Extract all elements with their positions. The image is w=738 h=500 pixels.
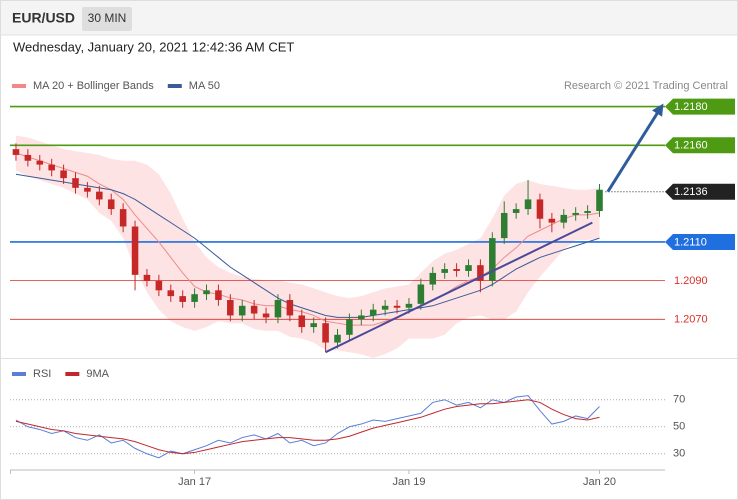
candle-body bbox=[60, 170, 67, 179]
candle-body bbox=[215, 290, 222, 300]
candle-body bbox=[143, 274, 151, 281]
legend-swatch bbox=[12, 84, 26, 88]
candle-body bbox=[441, 269, 448, 273]
candle-body bbox=[393, 305, 401, 308]
candle-body bbox=[131, 226, 139, 275]
candle-body bbox=[274, 299, 282, 318]
ma-line bbox=[15, 173, 600, 318]
candle-body bbox=[286, 299, 294, 316]
candle-body bbox=[465, 265, 472, 271]
candle-body bbox=[536, 199, 544, 219]
candle-body bbox=[560, 214, 568, 223]
candle-body bbox=[48, 164, 55, 171]
candle-body bbox=[524, 199, 532, 210]
candle-body bbox=[500, 212, 508, 239]
candle-body bbox=[203, 290, 210, 295]
candle-body bbox=[310, 323, 317, 328]
legend-swatch bbox=[12, 372, 26, 376]
series-line bbox=[15, 395, 600, 459]
candle-body bbox=[227, 299, 234, 316]
symbol: EUR/USD bbox=[12, 10, 75, 26]
datetime: Wednesday, January 20, 2021 12:42:36 AM … bbox=[13, 39, 294, 54]
level-tag bbox=[665, 98, 735, 115]
trendline bbox=[325, 221, 593, 354]
candle-body bbox=[155, 280, 163, 291]
candle-body bbox=[596, 189, 603, 212]
candle-body bbox=[429, 272, 437, 285]
series-line bbox=[15, 399, 600, 455]
rsi-pane: RSI 9MA 30 50 70 Jan 17 Jan 19 Jan 20 bbox=[10, 368, 685, 488]
candle-body bbox=[250, 305, 258, 314]
y-tick-label: 50 bbox=[673, 421, 685, 433]
legend-label: RSI bbox=[33, 368, 51, 380]
level-label: 1.2136 bbox=[674, 186, 708, 198]
candle-body bbox=[167, 290, 175, 297]
y-tick-label: 30 bbox=[673, 448, 685, 460]
candle-body bbox=[238, 305, 246, 316]
candle-body bbox=[346, 319, 353, 335]
candle-body bbox=[417, 284, 425, 304]
candle-body bbox=[298, 315, 306, 328]
level-label: 1.2070 bbox=[674, 314, 708, 326]
bollinger-band bbox=[15, 135, 600, 358]
ma-line bbox=[15, 152, 600, 326]
candle-body bbox=[548, 218, 556, 223]
level-label: 1.2180 bbox=[674, 101, 708, 113]
y-tick-label: 70 bbox=[673, 394, 685, 406]
interval-label[interactable]: 30 MIN bbox=[88, 11, 127, 25]
legend-label: MA 50 bbox=[189, 80, 220, 92]
candle-body bbox=[36, 160, 44, 165]
candle-body bbox=[84, 187, 91, 192]
candle-body bbox=[107, 199, 115, 210]
candle-body bbox=[119, 209, 127, 227]
x-tick-label: Jan 17 bbox=[178, 476, 211, 488]
candle-body bbox=[369, 309, 377, 316]
x-tick-label: Jan 20 bbox=[583, 476, 616, 488]
legend-label: 9MA bbox=[86, 368, 109, 380]
candle-body bbox=[453, 269, 460, 271]
level-tag bbox=[665, 137, 735, 154]
candle-body bbox=[262, 313, 270, 318]
level-tag bbox=[665, 233, 735, 250]
candle-body bbox=[358, 315, 365, 320]
legend-swatch bbox=[65, 372, 80, 376]
trendline bbox=[606, 103, 664, 193]
price-pane: MA 20 + Bollinger Bands MA 50 1.2180 1.2160… bbox=[10, 80, 735, 358]
level-tag bbox=[665, 183, 735, 200]
x-tick-label: Jan 19 bbox=[392, 476, 425, 488]
candle-body bbox=[405, 303, 413, 308]
level-label: 1.2110 bbox=[674, 236, 707, 248]
candle-body bbox=[96, 191, 103, 200]
candle-body bbox=[489, 238, 496, 281]
candle-body bbox=[72, 178, 79, 188]
interval-button[interactable] bbox=[82, 7, 132, 31]
candle-body bbox=[24, 154, 32, 161]
level-label: 1.2090 bbox=[674, 275, 708, 287]
candle-body bbox=[322, 323, 329, 343]
level-label: 1.2160 bbox=[674, 140, 708, 152]
candle-body bbox=[572, 212, 579, 215]
candle-body bbox=[584, 211, 591, 213]
candle-body bbox=[512, 209, 520, 213]
legend-label: MA 20 + Bollinger Bands bbox=[33, 80, 154, 92]
candle-body bbox=[191, 294, 198, 302]
candle-body bbox=[477, 265, 484, 281]
candle-body bbox=[381, 305, 389, 310]
legend-swatch bbox=[167, 84, 182, 88]
candle-body bbox=[12, 149, 20, 155]
candle-body bbox=[179, 296, 186, 302]
credit: Research © 2021 Trading Central bbox=[564, 80, 728, 92]
candle-body bbox=[334, 334, 341, 343]
